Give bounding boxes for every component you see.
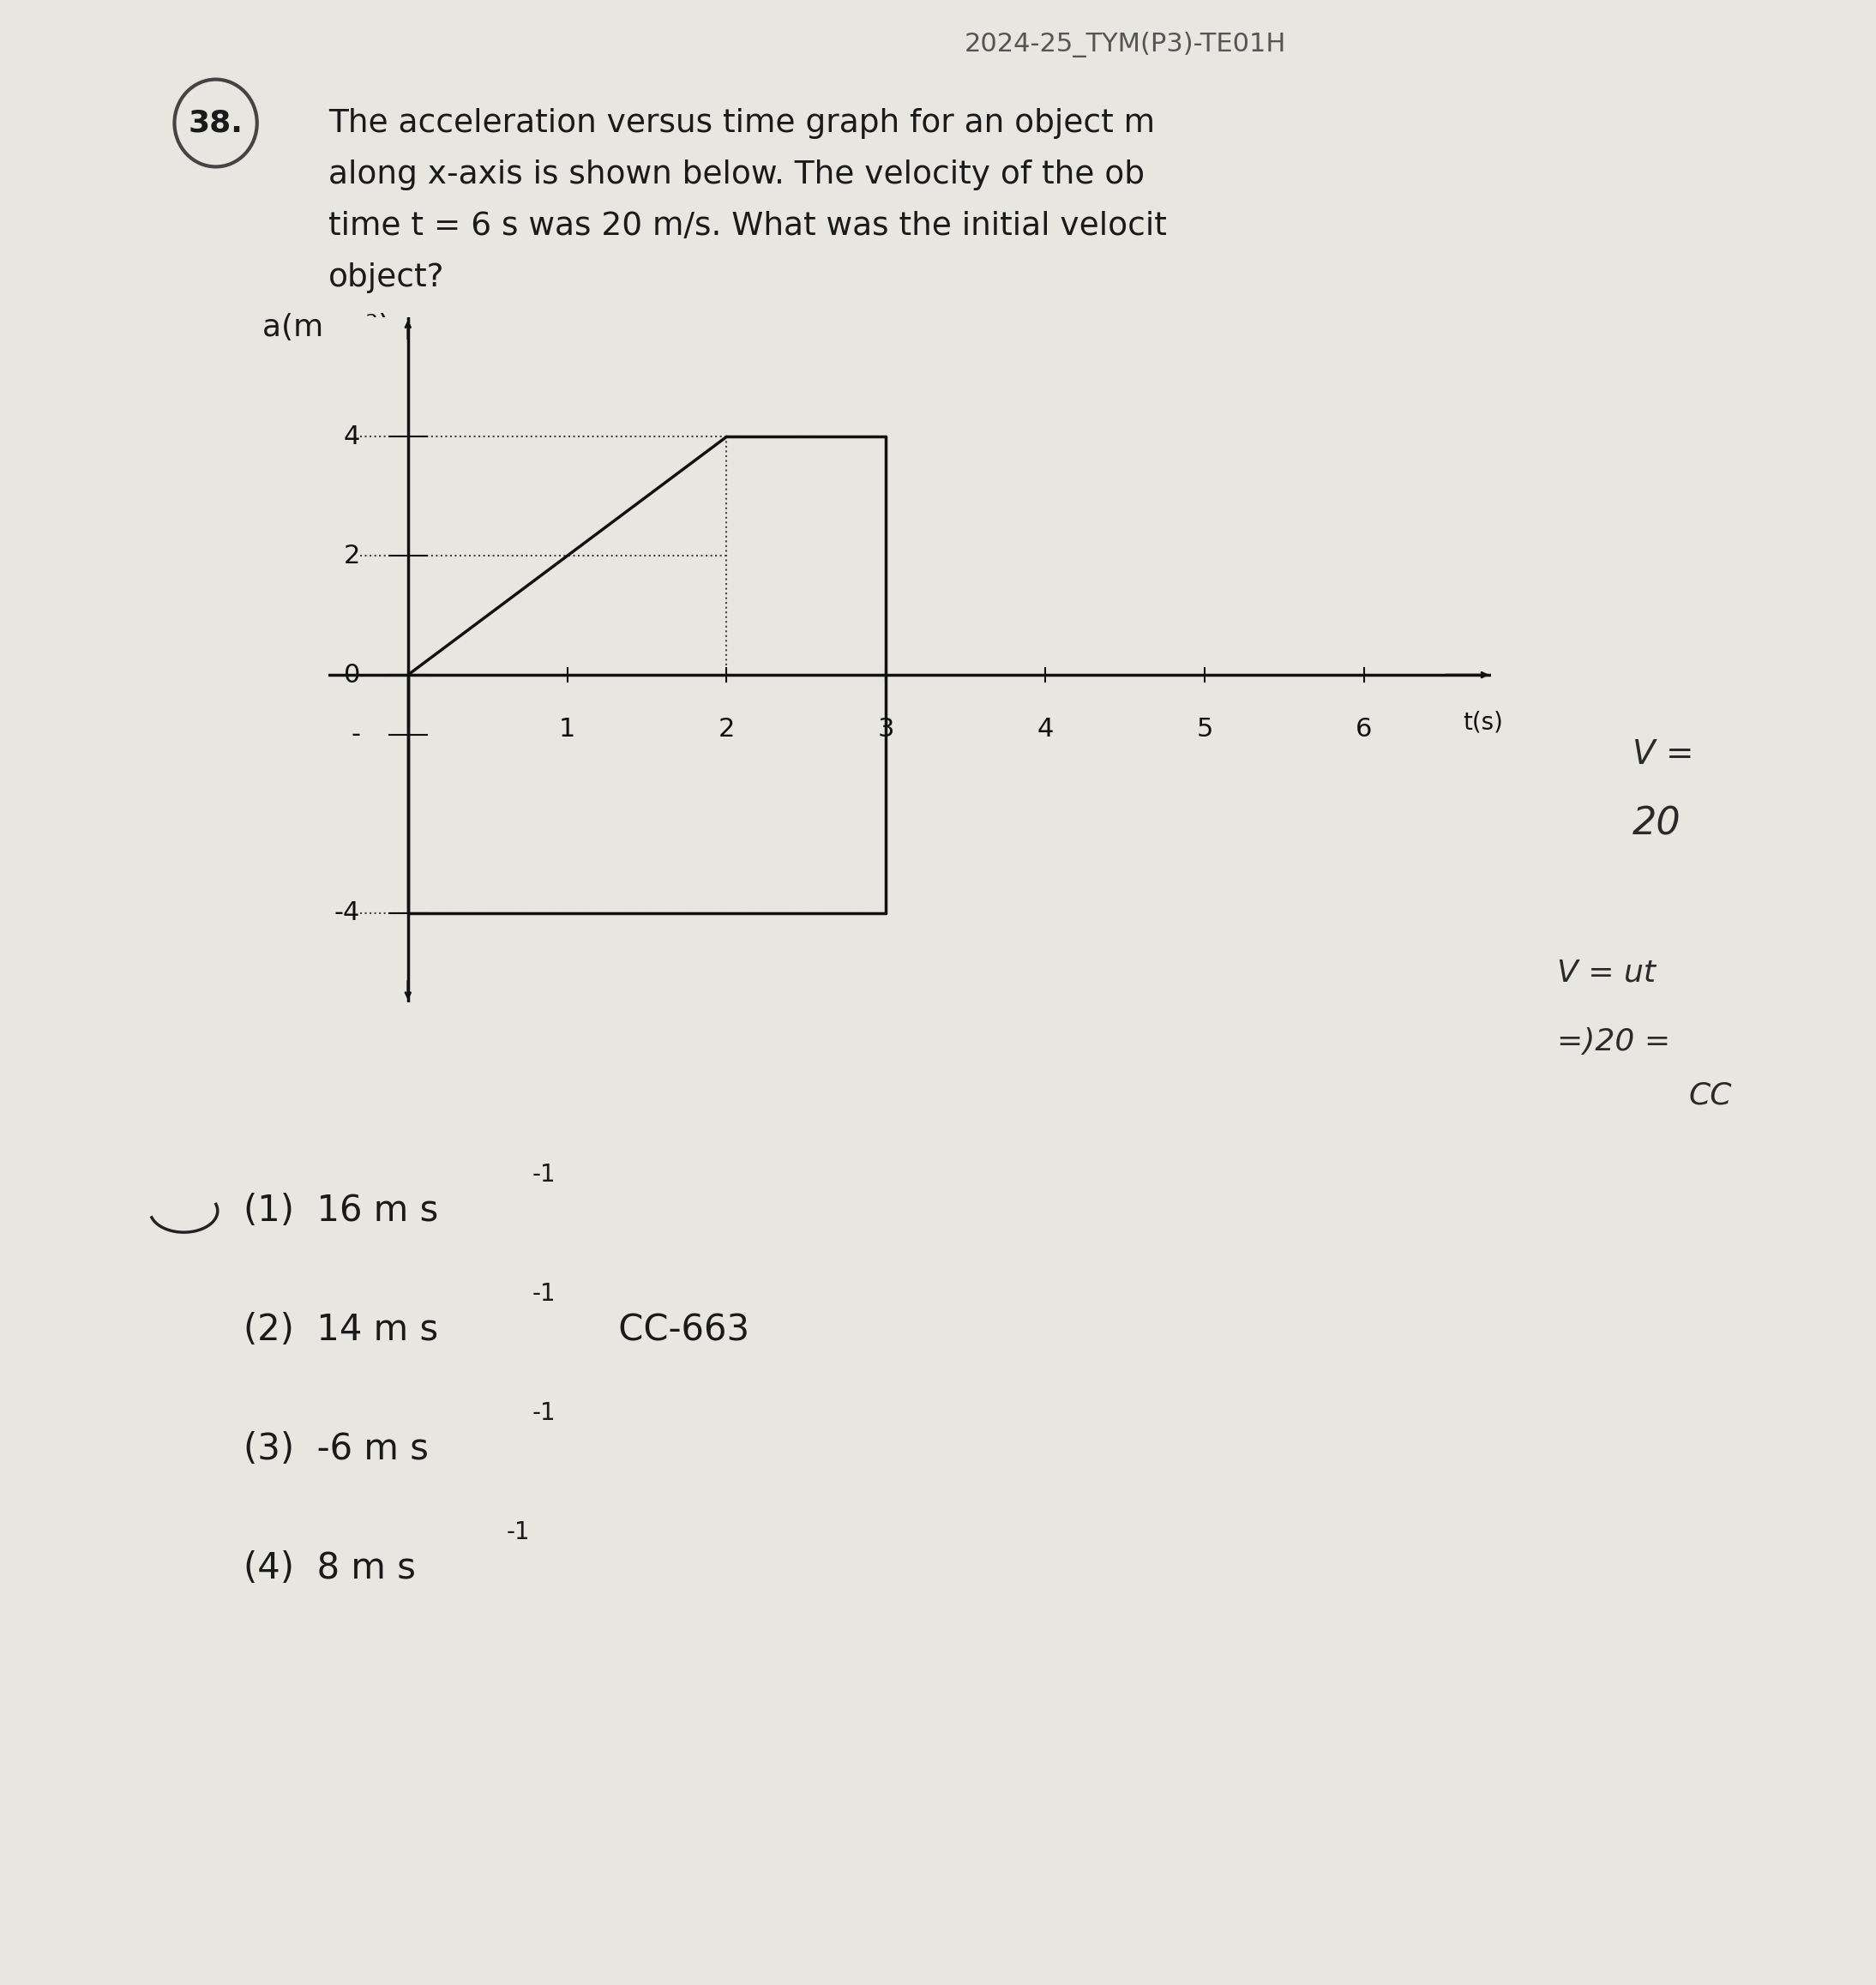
Text: 1: 1 [559,717,576,742]
Text: 38.: 38. [188,109,244,137]
Text: 2024-25_TYM(P3)-TE01H: 2024-25_TYM(P3)-TE01H [964,32,1287,58]
Text: 4: 4 [343,425,360,449]
Text: 20: 20 [1632,806,1681,842]
Text: -: - [351,723,360,746]
Text: V =: V = [1632,738,1694,770]
Text: object?: object? [328,262,445,294]
Text: -4: -4 [334,901,360,925]
Text: 2: 2 [343,544,360,568]
Text: 6: 6 [1356,717,1371,742]
Text: -1: -1 [533,1163,555,1187]
Text: V = ut: V = ut [1557,959,1657,987]
Text: CC-663: CC-663 [606,1312,749,1348]
Text: a(m s⁻²): a(m s⁻²) [263,314,390,341]
Text: 2: 2 [719,717,735,742]
Text: -1: -1 [507,1521,531,1544]
Text: CC: CC [1688,1082,1732,1110]
Text: =)20 =: =)20 = [1557,1028,1670,1056]
Text: 3: 3 [878,717,895,742]
Text: -1: -1 [533,1282,555,1306]
Text: (1)  16 m s: (1) 16 m s [244,1193,439,1229]
Text: (2)  14 m s: (2) 14 m s [244,1312,439,1348]
Text: 4: 4 [1037,717,1054,742]
Text: (4)  8 m s: (4) 8 m s [244,1550,416,1586]
Text: -1: -1 [533,1401,555,1425]
Text: 5: 5 [1197,717,1214,742]
Text: time t = 6 s was 20 m/s. What was the initial velocit: time t = 6 s was 20 m/s. What was the in… [328,210,1167,242]
Text: The acceleration versus time graph for an object m: The acceleration versus time graph for a… [328,107,1156,139]
Text: 0: 0 [343,663,360,687]
Text: along x-axis is shown below. The velocity of the ob: along x-axis is shown below. The velocit… [328,159,1144,191]
Text: t(s): t(s) [1463,711,1503,734]
Text: (3)  -6 m s: (3) -6 m s [244,1431,430,1467]
